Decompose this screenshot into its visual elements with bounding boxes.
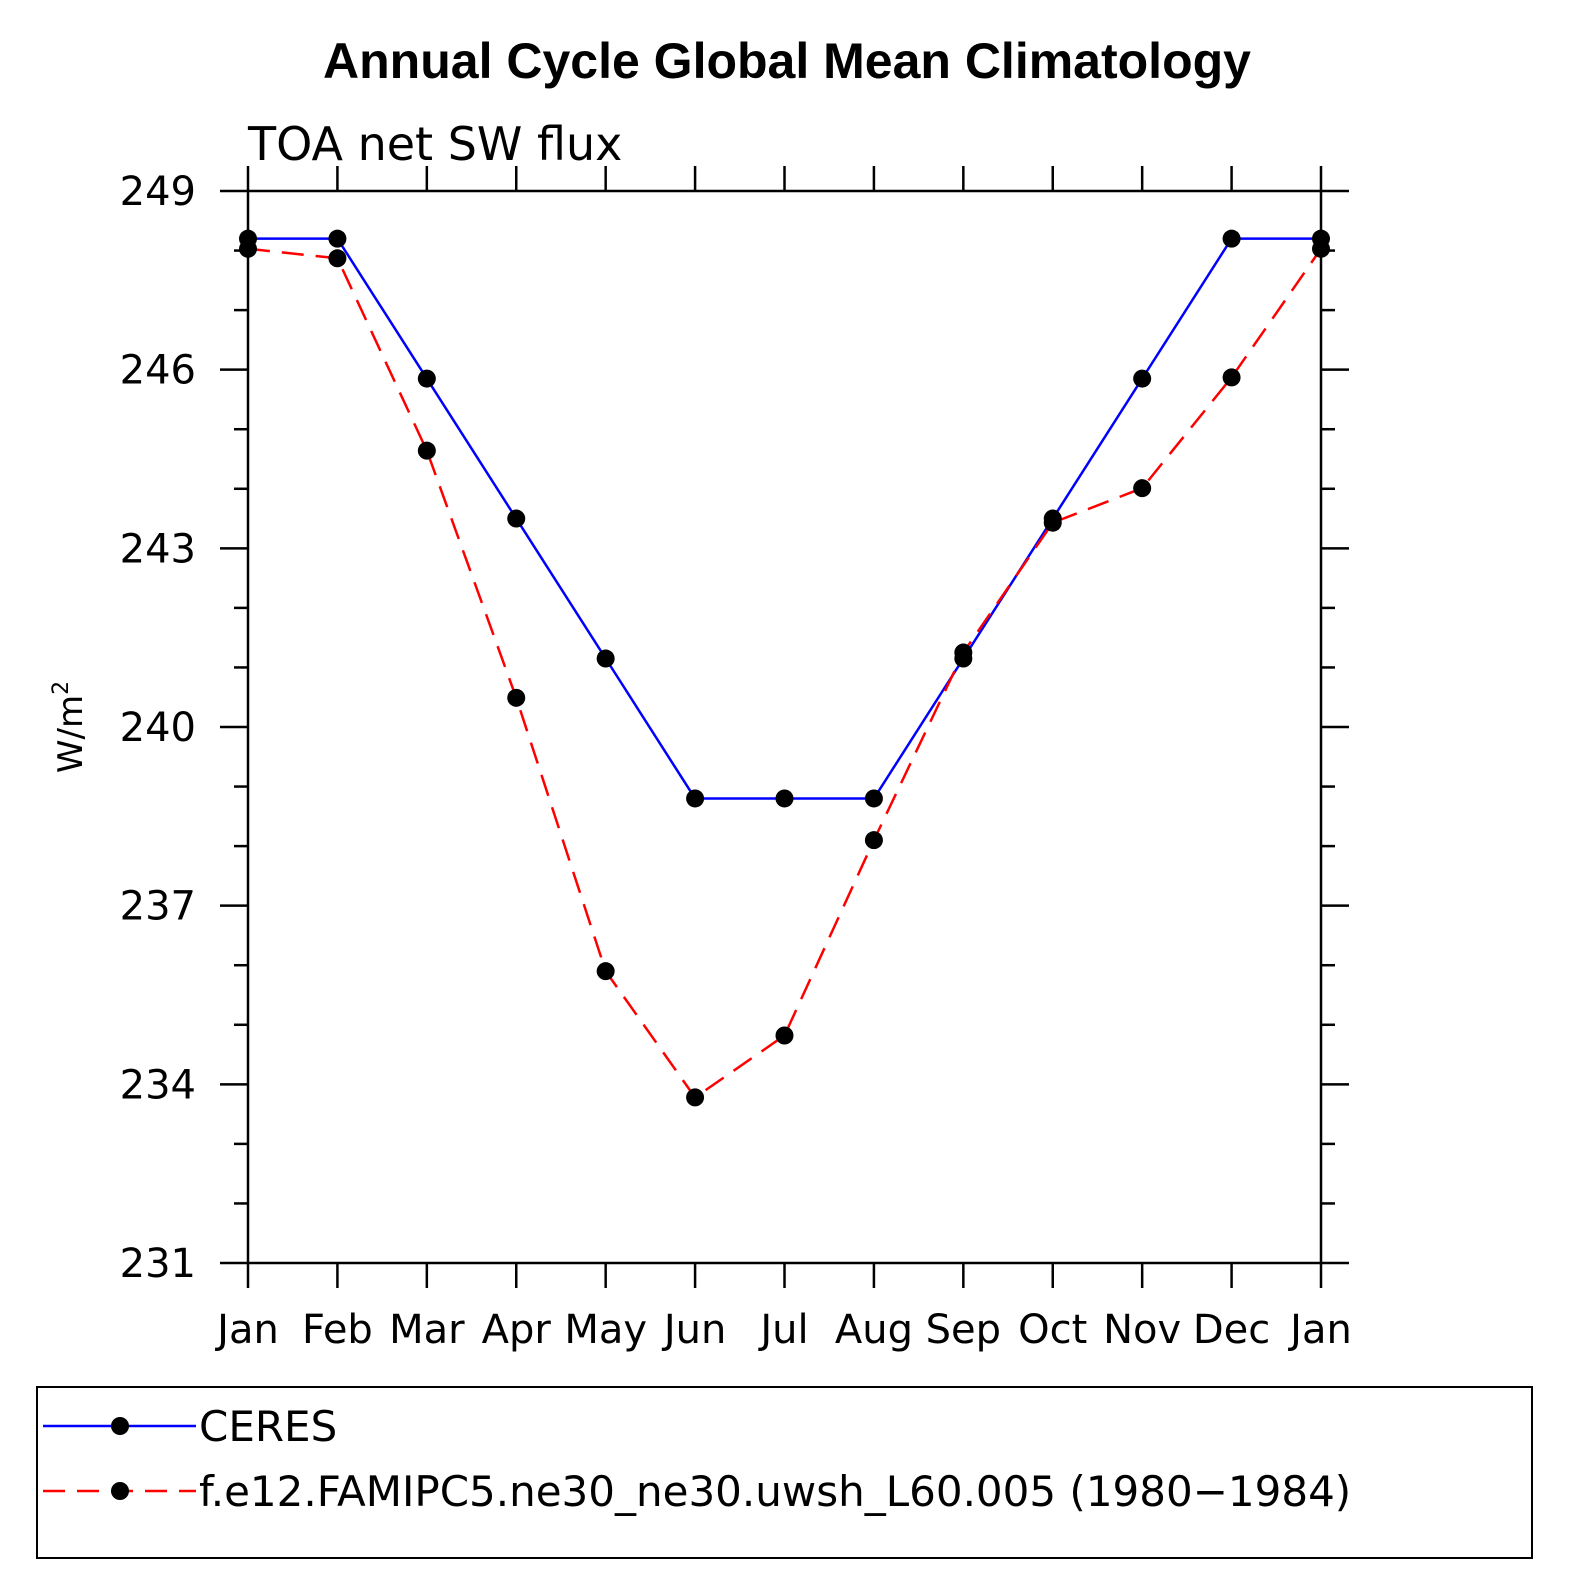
legend-marker-1: [111, 1482, 129, 1500]
data-point-1: [1043, 513, 1062, 532]
y-tick-label: 240: [120, 705, 196, 751]
data-point-1: [507, 688, 526, 707]
data-point-0: [775, 789, 794, 808]
data-point-0: [1133, 369, 1152, 388]
y-tick-label: 237: [120, 884, 196, 930]
data-point-0: [864, 789, 883, 808]
y-tick-label: 249: [120, 169, 196, 215]
legend: CERES f.e12.FAMIPC5.ne30_ne30.uwsh_L60.00…: [43, 1402, 1351, 1516]
y-tick-label: 246: [120, 348, 196, 394]
x-tick-label: Nov: [1103, 1307, 1181, 1353]
x-tick-label: Apr: [482, 1307, 552, 1353]
x-tick-label: Jan: [1287, 1307, 1352, 1353]
legend-box: [36, 1386, 1533, 1559]
data-point-1: [328, 249, 347, 268]
data-point-1: [1133, 479, 1152, 498]
legend-label-1: f.e12.FAMIPC5.ne30_ne30.uwsh_L60.005 (19…: [199, 1467, 1351, 1516]
y-axis-label: W/m2: [49, 681, 91, 773]
chart-subtitle: TOA net SW flux: [247, 117, 622, 171]
data-point-1: [686, 1088, 705, 1107]
x-tick-label: Aug: [835, 1307, 913, 1353]
data-point-1: [1312, 239, 1330, 258]
series-line-1: [247, 247, 1323, 1100]
data-point-1: [1222, 368, 1241, 387]
axis-tick-labels: Jan Feb Mar Apr May Jun Jul Aug Sep Oct Nov Dec Jan 2…: [120, 169, 1352, 1353]
data-point-0: [596, 649, 615, 668]
data-point-0: [1222, 229, 1241, 248]
x-tick-label: Jan: [214, 1307, 279, 1353]
legend-marker-0: [111, 1417, 129, 1435]
data-point-1: [596, 962, 615, 981]
data-point-0: [686, 789, 705, 808]
x-tick-label: Mar: [389, 1307, 465, 1353]
data-point-1: [864, 831, 883, 850]
data-point-1: [417, 441, 436, 460]
x-tick-label: May: [564, 1307, 647, 1353]
x-tick-label: Dec: [1193, 1307, 1270, 1353]
series-lines: [247, 237, 1323, 1100]
data-point-0: [417, 369, 436, 388]
x-tick-label: Sep: [926, 1307, 1001, 1353]
svg-text:W/m2: W/m2: [49, 681, 91, 773]
y-tick-label: 234: [120, 1062, 196, 1108]
y-tick-label: 243: [120, 526, 196, 572]
data-point-0: [328, 229, 347, 248]
data-point-1: [954, 643, 973, 662]
series-markers: [239, 229, 1330, 1107]
x-tick-label: Jul: [757, 1307, 808, 1353]
data-point-1: [239, 239, 257, 258]
y-axis-label-superscript: 2: [49, 681, 74, 695]
legend-label-0: CERES: [199, 1402, 337, 1451]
x-tick-label: Feb: [302, 1307, 373, 1353]
axis-ticks: [220, 166, 1349, 1288]
y-axis-label-text: W/m: [51, 695, 91, 773]
chart-title: Annual Cycle Global Mean Climatology: [323, 33, 1251, 89]
data-point-1: [775, 1026, 794, 1045]
data-point-0: [507, 509, 526, 528]
series-line-0: [248, 237, 1321, 800]
x-tick-label: Oct: [1018, 1307, 1087, 1353]
x-tick-label: Jun: [661, 1307, 727, 1353]
y-tick-label: 231: [120, 1241, 196, 1287]
